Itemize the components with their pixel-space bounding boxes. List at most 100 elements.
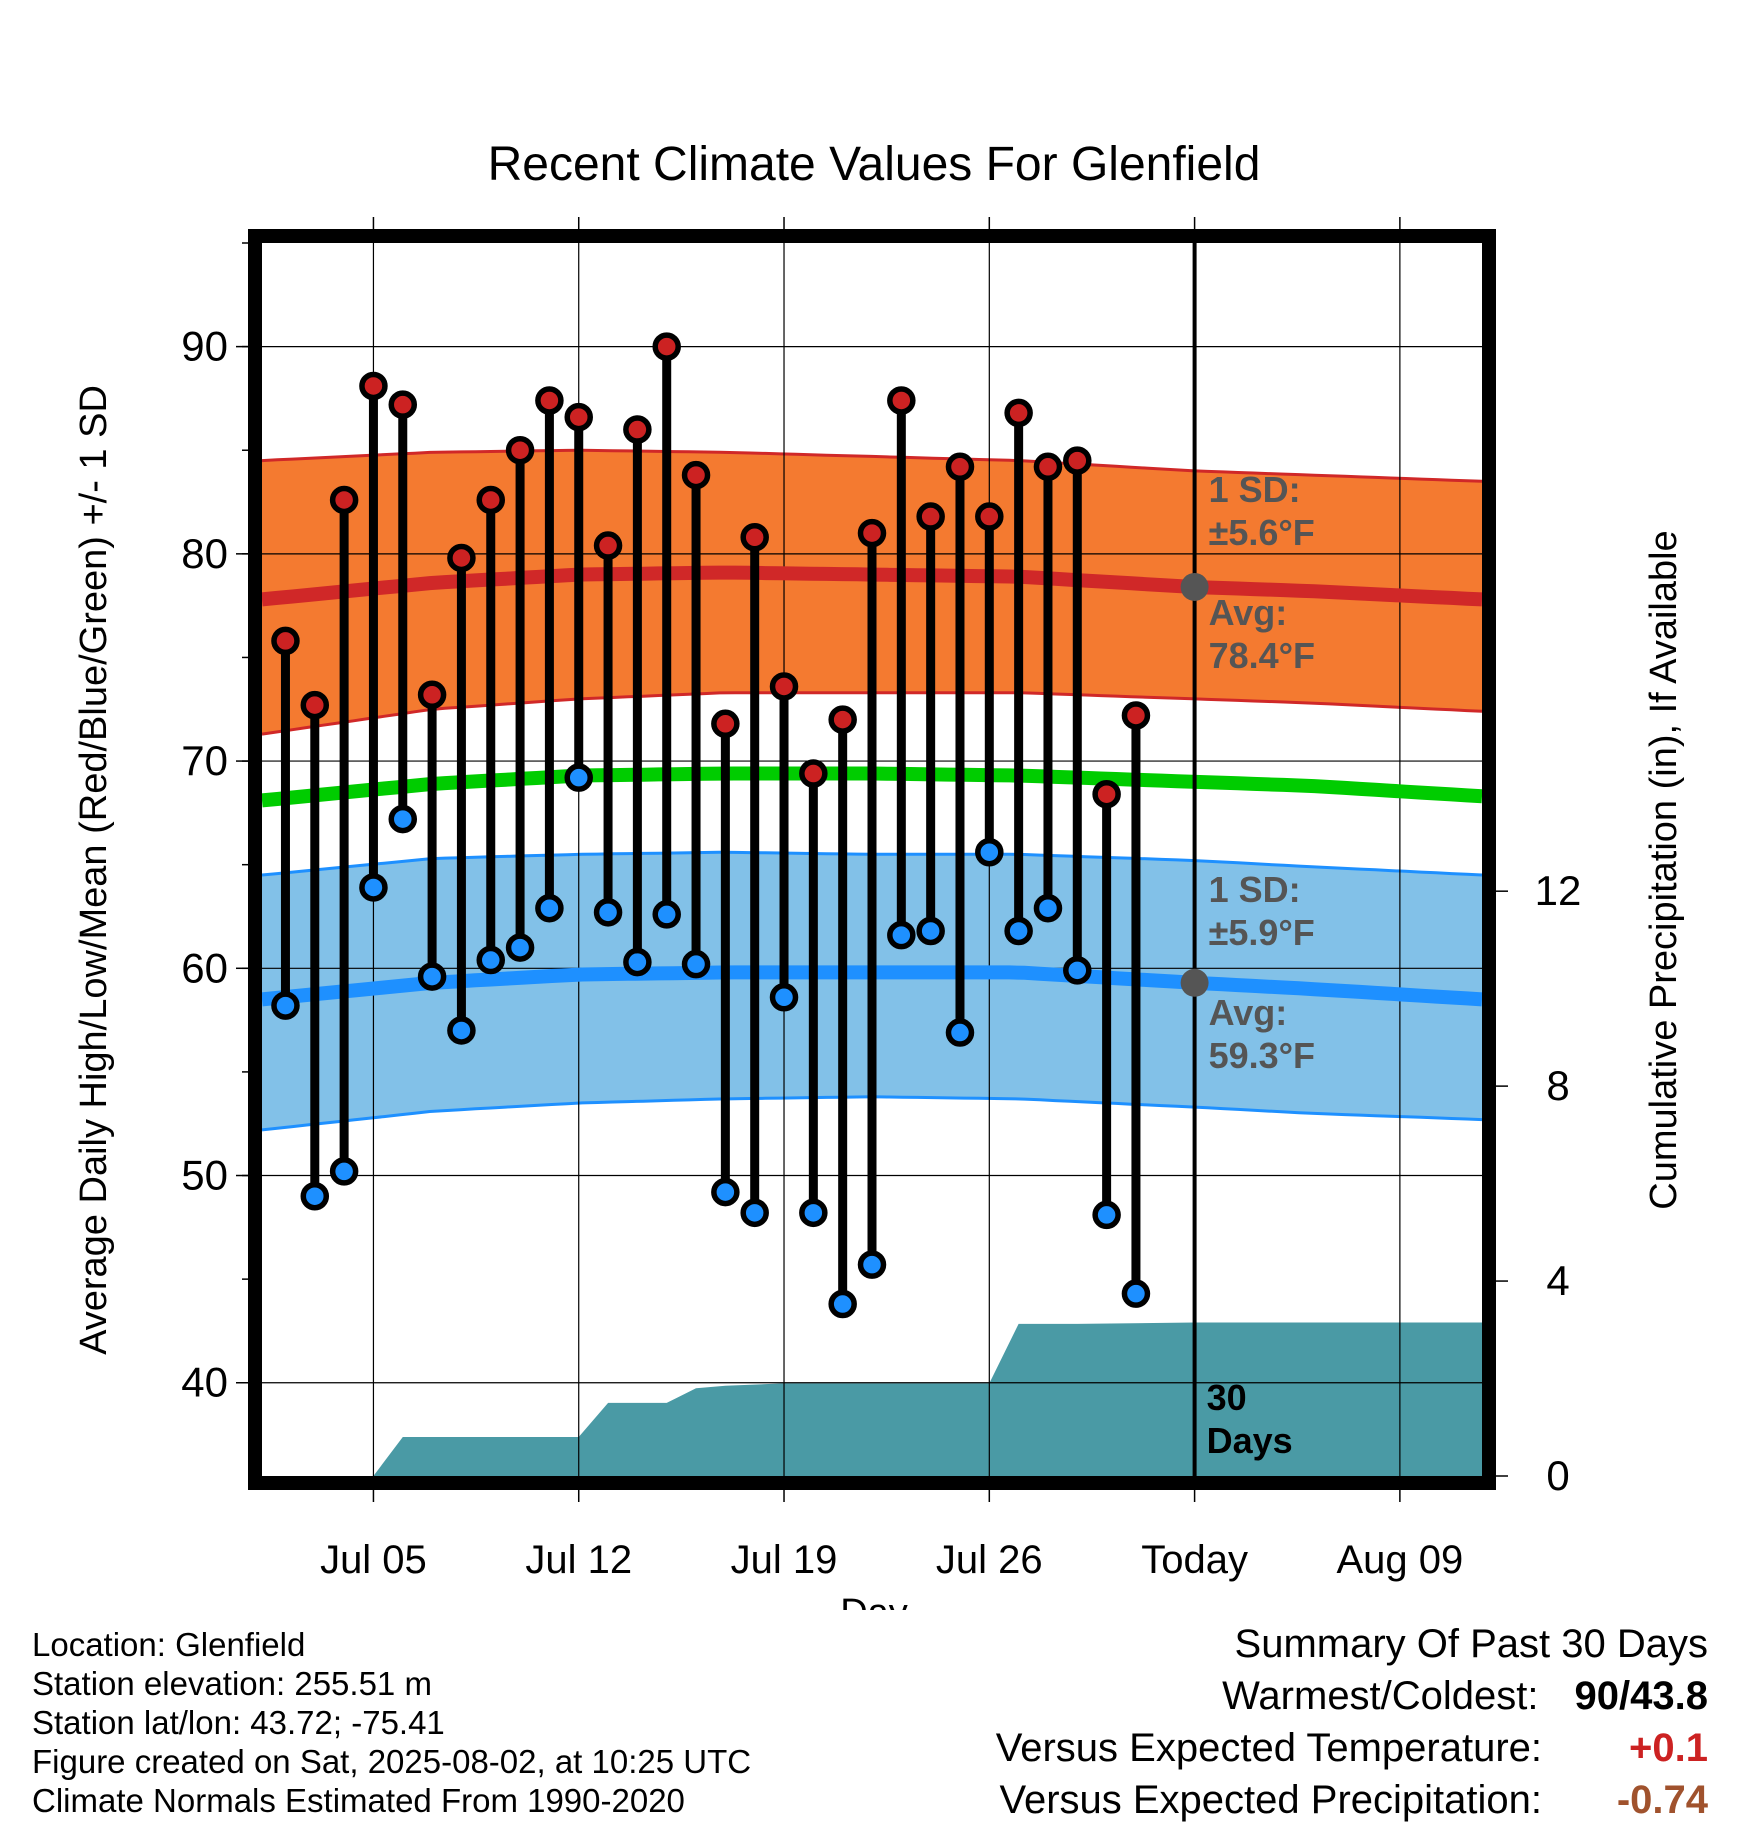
high-temp-point	[1004, 398, 1033, 428]
y2-tick-label: 12	[1535, 867, 1582, 914]
high-temp-point	[1121, 701, 1151, 730]
high-temp-point	[623, 415, 652, 444]
high-temp-point	[769, 672, 799, 701]
low-temp-point	[535, 893, 564, 923]
high-temp-point	[1063, 446, 1092, 475]
low-temp-point	[271, 991, 300, 1020]
y-tick-label: 80	[181, 530, 228, 577]
high-sd-annotation: ±5.6°F	[1209, 512, 1315, 553]
x-tick-label: Jul 12	[525, 1538, 632, 1582]
precip-vs-expected-label: Versus Expected Precipitation:	[999, 1778, 1542, 1822]
low-temp-point	[300, 1181, 330, 1211]
summary-precip-row: Versus Expected Precipitation: -0.74	[996, 1778, 1708, 1830]
low-temp-point	[564, 763, 593, 792]
low-temp-point	[505, 933, 535, 962]
station-info: Location: Glenfield Station elevation: 2…	[32, 1625, 751, 1820]
high-sd-annotation: 1 SD:	[1209, 469, 1301, 510]
high-temp-point	[945, 452, 975, 482]
x-tick-label: Aug 09	[1336, 1538, 1463, 1582]
low-sd-annotation: ±5.9°F	[1209, 912, 1315, 953]
x-tick-label: Today	[1141, 1538, 1248, 1582]
y-tick-label: 60	[181, 944, 228, 991]
y-tick-label: 70	[181, 737, 228, 784]
high-temp-point	[711, 709, 740, 739]
plot-frame	[248, 229, 1496, 1490]
high-temp-point	[476, 485, 505, 515]
y-tick-label: 90	[181, 323, 228, 370]
y2-tick-label: 8	[1546, 1062, 1569, 1109]
high-temp-point	[417, 680, 447, 710]
low-temp-point	[593, 898, 623, 927]
high-temp-point	[535, 386, 564, 415]
low-temp-point	[652, 900, 681, 929]
y-axis-label-group: Average Daily High/Low/Mean (Red/Blue/Gr…	[73, 385, 115, 1355]
high-temp-point	[329, 485, 359, 515]
low-temp-point	[857, 1250, 887, 1279]
temp-vs-expected-value: +0.1	[1629, 1726, 1708, 1770]
high-temp-point	[916, 502, 945, 531]
low-avg-annotation: 59.3°F	[1209, 1035, 1315, 1076]
chart-title: Recent Climate Values For Glenfield	[488, 138, 1261, 191]
x-axis-label: Day	[840, 1592, 908, 1610]
high-avg-annotation: 78.4°F	[1209, 635, 1315, 676]
low-temp-point	[1033, 893, 1063, 923]
high-temp-point	[271, 626, 300, 656]
low-temp-point	[447, 1016, 476, 1045]
low-temp-point	[1121, 1279, 1151, 1308]
low-temp-point	[329, 1157, 359, 1186]
window-days-annotation: Days	[1207, 1420, 1293, 1461]
high-temp-point	[681, 460, 711, 490]
y-tick-label: 40	[181, 1359, 228, 1406]
temp-vs-expected-label: Versus Expected Temperature:	[995, 1726, 1542, 1770]
low-temp-point	[681, 949, 711, 979]
low-temp-point	[711, 1177, 740, 1207]
high-temp-point	[593, 531, 623, 560]
high-temp-point	[740, 523, 769, 552]
low-temp-point	[740, 1198, 769, 1228]
precip-vs-expected-value: -0.74	[1616, 1778, 1708, 1822]
high-temp-point	[359, 371, 388, 401]
low-temp-point	[828, 1289, 857, 1319]
high-avg-annotation: Avg:	[1209, 592, 1288, 633]
high-temp-point	[300, 690, 330, 720]
elevation-text: Station elevation: 255.51 m	[32, 1665, 432, 1702]
low-temp-point	[417, 962, 447, 991]
high-temp-point	[652, 332, 681, 361]
low-temp-point	[388, 804, 418, 834]
high-temp-point	[1033, 452, 1063, 482]
high-temp-point	[447, 543, 476, 573]
low-temp-point	[1092, 1200, 1121, 1230]
x-tick-label: Jul 26	[936, 1538, 1043, 1582]
summary-panel: Summary Of Past 30 Days Warmest/Coldest:…	[996, 1622, 1708, 1830]
low-temp-point	[799, 1198, 828, 1228]
high-temp-point	[887, 386, 916, 415]
high-temp-point	[857, 518, 887, 548]
high-temp-point	[799, 759, 828, 788]
y2-tick-label: 0	[1546, 1452, 1569, 1499]
x-tick-label: Jul 05	[320, 1538, 427, 1582]
low-temp-point	[1004, 916, 1033, 946]
high-temp-point	[828, 705, 857, 734]
low-sd-annotation: 1 SD:	[1209, 869, 1301, 910]
normals-text: Climate Normals Estimated From 1990-2020	[32, 1782, 685, 1819]
low-temp-point	[1063, 956, 1092, 985]
x-tick-label: Jul 19	[731, 1538, 838, 1582]
low-temp-point	[476, 945, 505, 975]
location-text: Location: Glenfield	[32, 1626, 306, 1663]
low-temp-point	[916, 916, 945, 946]
high-temp-point	[975, 502, 1004, 531]
summary-warmest-row: Warmest/Coldest: 90/43.8	[996, 1674, 1708, 1726]
high-temp-point	[388, 390, 418, 419]
low-temp-point	[887, 920, 916, 950]
y2-axis-label-group: Cumulative Precipitation (in), If Availa…	[1643, 530, 1685, 1209]
normal-high-band-upper-edge	[261, 448, 1483, 483]
y-axis-label: Average Daily High/Low/Mean (Red/Blue/Gr…	[73, 385, 115, 1355]
window-days-annotation: 30	[1207, 1377, 1247, 1418]
low-avg-annotation: Avg:	[1209, 992, 1288, 1033]
y2-tick-label: 4	[1546, 1257, 1569, 1304]
warmest-coldest-value: 90/43.8	[1574, 1674, 1708, 1718]
created-text: Figure created on Sat, 2025-08-02, at 10…	[32, 1743, 752, 1780]
y-tick-label: 50	[181, 1152, 228, 1199]
low-temp-point	[975, 837, 1004, 867]
